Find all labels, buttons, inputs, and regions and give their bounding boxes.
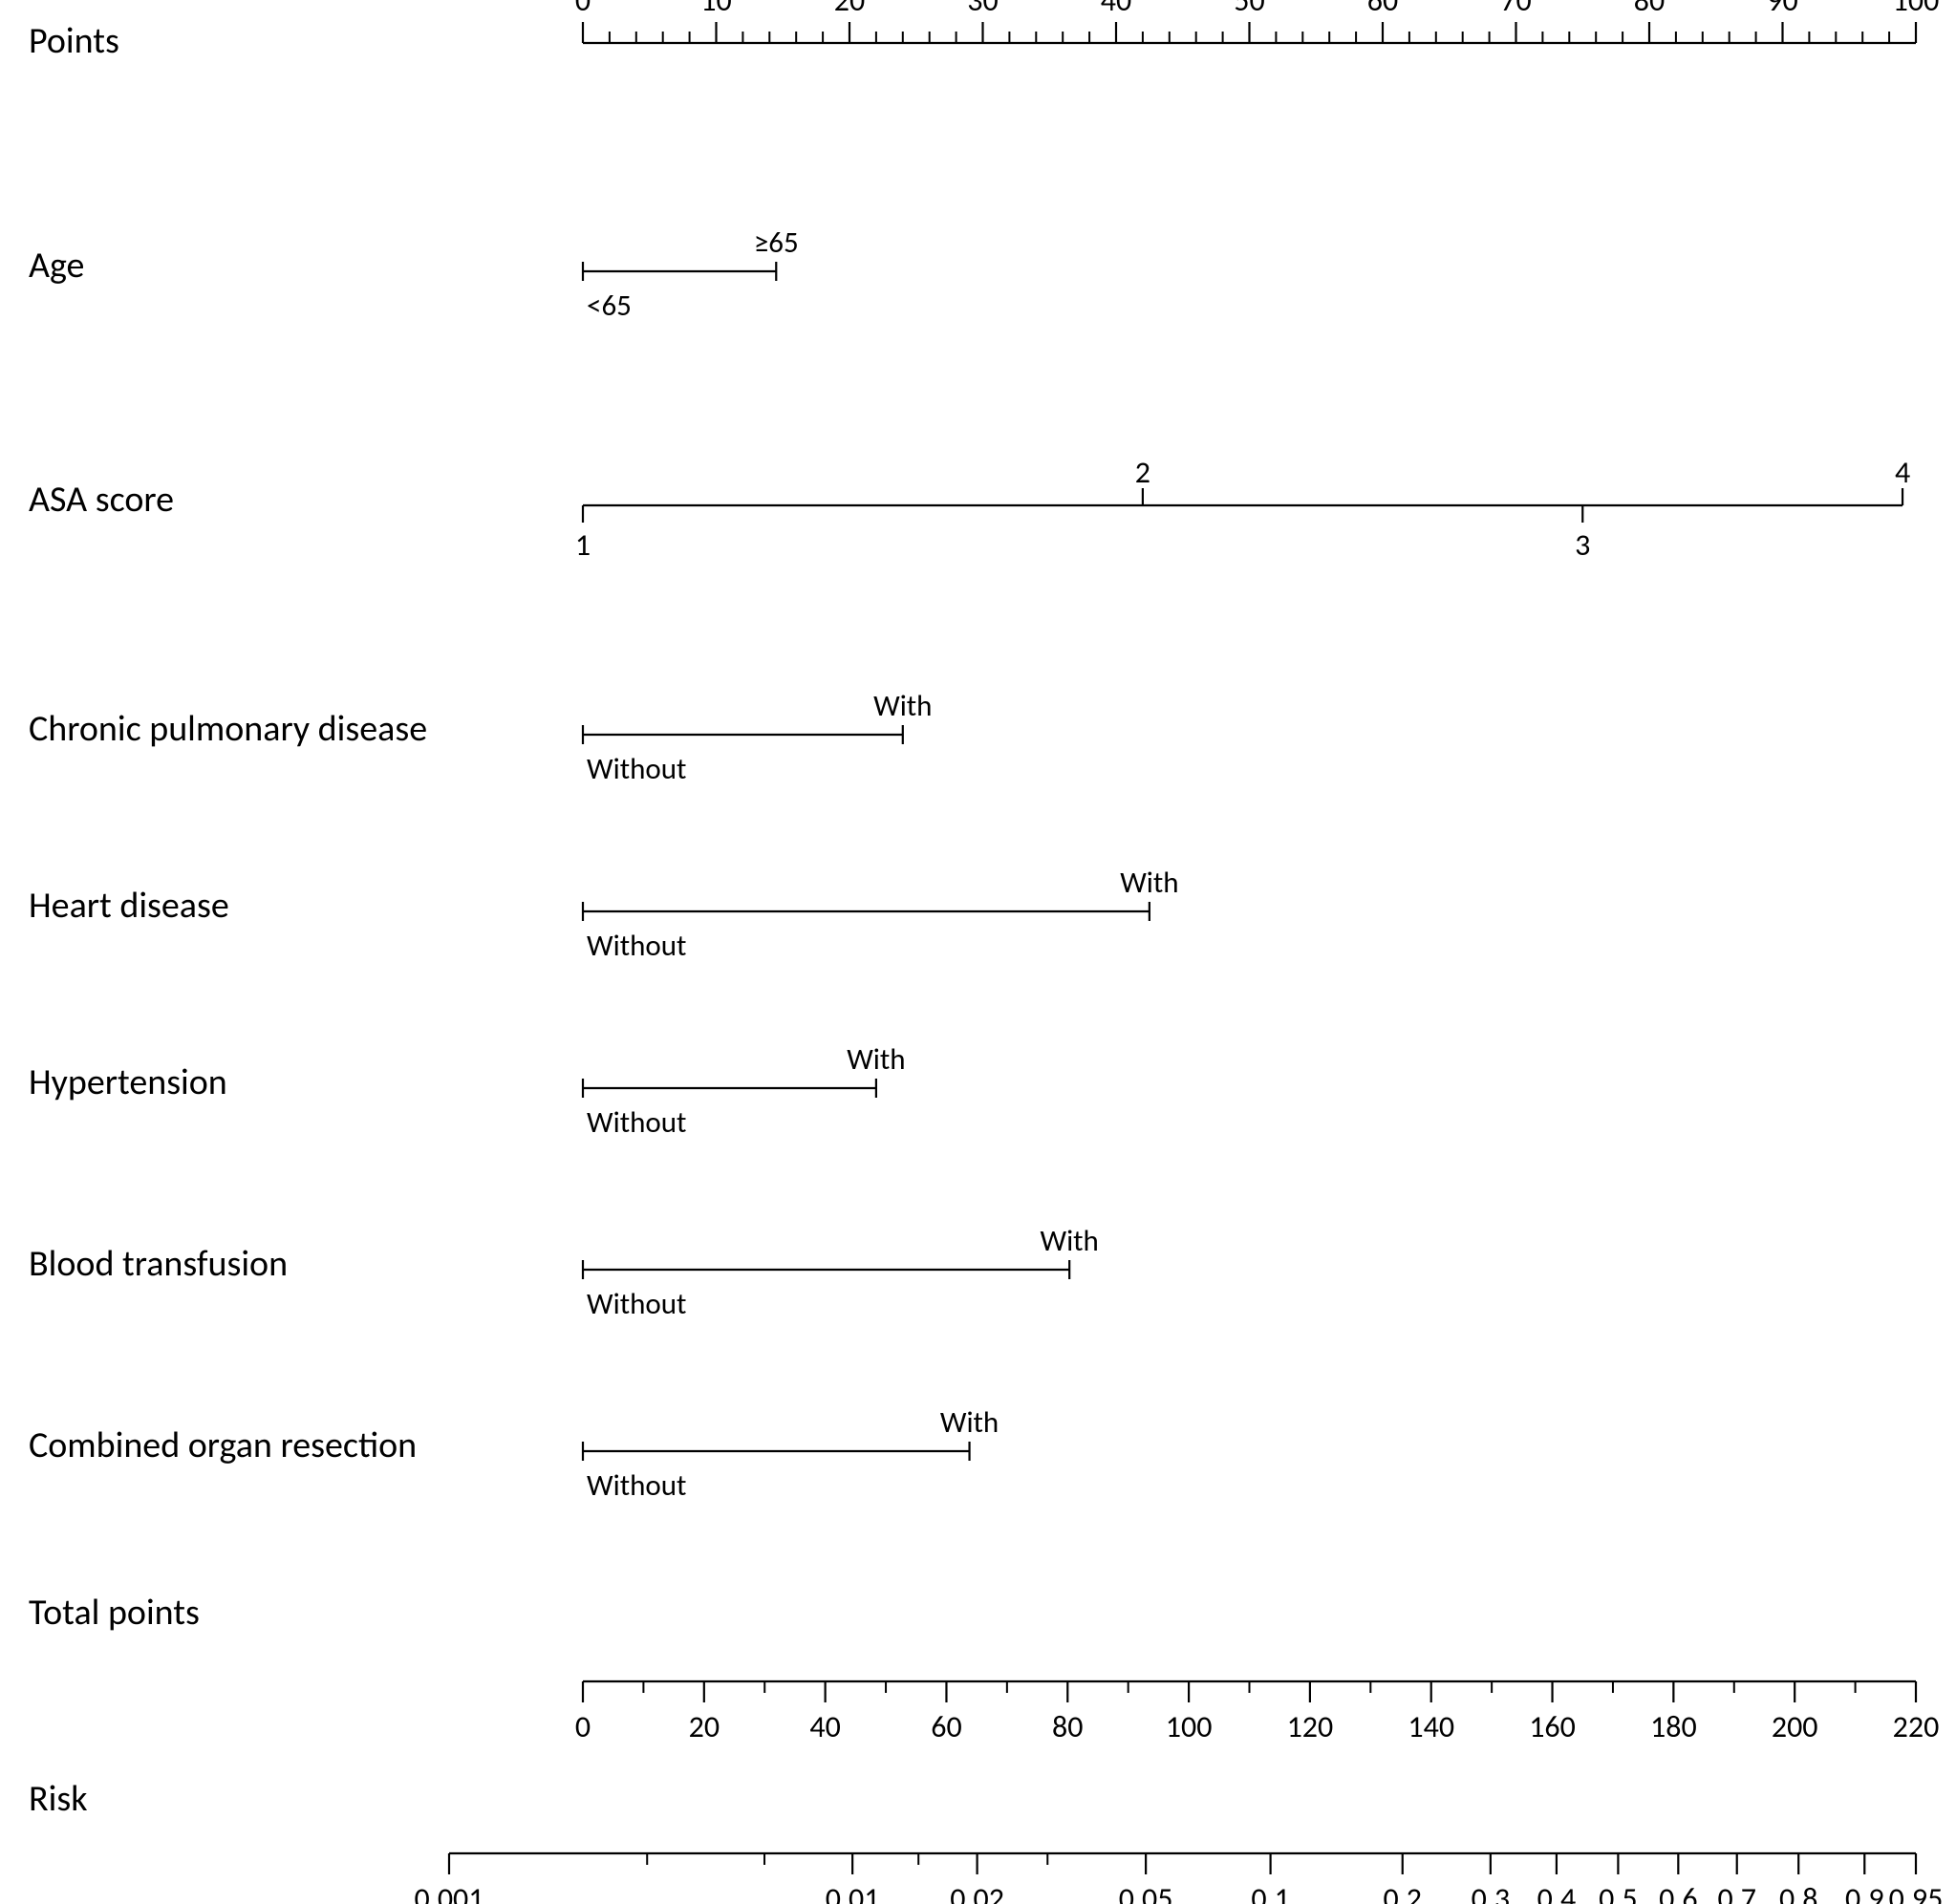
risk-tick-0.8: 0.8	[1779, 1880, 1818, 1904]
row-label-organ: Combined organ resection	[29, 1423, 417, 1467]
points-tick-10: 10	[700, 0, 731, 19]
row-label-points: Points	[29, 19, 119, 63]
row-label-risk: Risk	[29, 1777, 88, 1821]
transf-low-label: Without	[587, 1286, 686, 1322]
total-tick-140: 140	[1408, 1708, 1454, 1745]
total-tick-200: 200	[1772, 1708, 1818, 1745]
total-tick-120: 120	[1287, 1708, 1334, 1745]
points-tick-60: 60	[1367, 0, 1398, 19]
cpd-low-label: Without	[587, 751, 686, 787]
asa-tick-4: 4	[1895, 454, 1910, 491]
risk-tick-0.01: 0.01	[826, 1880, 880, 1904]
points-tick-50: 50	[1234, 0, 1264, 19]
points-tick-80: 80	[1634, 0, 1665, 19]
cpd-high-label: With	[873, 688, 932, 724]
total-tick-40: 40	[809, 1708, 840, 1745]
risk-tick-0.02: 0.02	[950, 1880, 1004, 1904]
asa-tick-3: 3	[1575, 526, 1590, 564]
points-tick-20: 20	[834, 0, 865, 19]
points-tick-100: 100	[1893, 0, 1940, 19]
total-tick-0: 0	[575, 1708, 591, 1745]
organ-low-label: Without	[587, 1467, 686, 1504]
total-tick-220: 220	[1893, 1708, 1940, 1745]
risk-tick-0.4: 0.4	[1537, 1880, 1577, 1904]
points-tick-0: 0	[575, 0, 591, 19]
htn-high-label: With	[847, 1041, 905, 1078]
asa-tick-2: 2	[1135, 454, 1150, 491]
risk-tick-0.9: 0.9	[1845, 1880, 1884, 1904]
total-tick-80: 80	[1052, 1708, 1083, 1745]
total-tick-160: 160	[1529, 1708, 1576, 1745]
risk-tick-0.001: 0.001	[415, 1880, 484, 1904]
heart-low-label: Without	[587, 928, 686, 964]
risk-tick-0.6: 0.6	[1659, 1880, 1698, 1904]
risk-tick-0.05: 0.05	[1119, 1880, 1173, 1904]
risk-tick-0.5: 0.5	[1599, 1880, 1638, 1904]
points-tick-40: 40	[1101, 0, 1131, 19]
htn-low-label: Without	[587, 1104, 686, 1141]
row-label-age: Age	[29, 244, 84, 288]
row-label-transf: Blood transfusion	[29, 1242, 288, 1286]
row-label-asa: ASA score	[29, 478, 174, 522]
heart-high-label: With	[1120, 865, 1178, 901]
points-tick-30: 30	[967, 0, 998, 19]
organ-high-label: With	[940, 1404, 999, 1441]
total-tick-20: 20	[689, 1708, 720, 1745]
row-label-total: Total points	[29, 1591, 200, 1635]
row-label-cpd: Chronic pulmonary disease	[29, 707, 427, 751]
age-high-label: ≥65	[754, 225, 799, 261]
points-tick-90: 90	[1767, 0, 1797, 19]
row-label-heart: Heart disease	[29, 884, 229, 928]
risk-tick-0.95: 0.95	[1889, 1880, 1944, 1904]
row-label-htn: Hypertension	[29, 1060, 227, 1104]
risk-tick-0.7: 0.7	[1717, 1880, 1756, 1904]
risk-tick-0.1: 0.1	[1251, 1880, 1290, 1904]
nomogram-diagram: Points Age ASA score Chronic pulmonary dise…	[0, 0, 1956, 1904]
total-tick-60: 60	[931, 1708, 961, 1745]
total-tick-100: 100	[1166, 1708, 1213, 1745]
age-low-label: <65	[587, 288, 632, 324]
total-tick-180: 180	[1650, 1708, 1697, 1745]
risk-tick-0.3: 0.3	[1472, 1880, 1511, 1904]
asa-tick-1: 1	[575, 526, 591, 564]
risk-tick-0.2: 0.2	[1383, 1880, 1422, 1904]
points-tick-70: 70	[1500, 0, 1531, 19]
transf-high-label: With	[1040, 1223, 1098, 1259]
